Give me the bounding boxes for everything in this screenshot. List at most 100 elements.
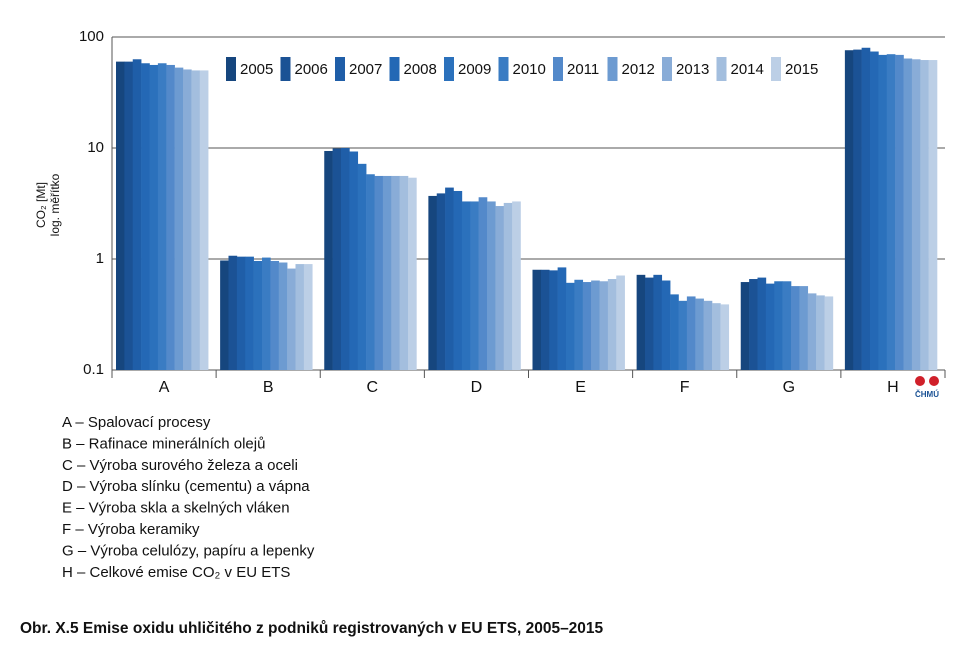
legend-label: 2014	[731, 61, 764, 78]
y-tick-label: 1	[96, 250, 104, 267]
bar	[141, 63, 150, 370]
legend-label: 2009	[458, 61, 491, 78]
bar	[695, 298, 704, 370]
bar	[374, 175, 384, 370]
bar	[253, 260, 263, 370]
y-tick-label: 100	[79, 28, 104, 45]
legend-label: 2006	[295, 61, 328, 78]
legend-swatch	[280, 57, 291, 81]
bar	[199, 70, 209, 370]
bar	[366, 174, 375, 370]
x-tick-label: B	[263, 379, 274, 396]
legend-swatch	[226, 57, 236, 81]
bar	[157, 63, 167, 370]
legend-background	[220, 53, 828, 85]
logo-icon	[915, 376, 925, 386]
bar	[740, 282, 750, 370]
bar	[228, 255, 238, 370]
legend-label: 2005	[240, 61, 273, 78]
legend-label: 2015	[785, 61, 818, 78]
category-description: A – Spalovací procesy	[62, 414, 211, 431]
bar	[653, 274, 663, 370]
legend-label: 2010	[513, 61, 546, 78]
category-description: C – Výroba surového železa a oceli	[62, 457, 298, 474]
bar	[124, 61, 134, 370]
legend-label: 2012	[622, 61, 655, 78]
logo-icon	[929, 376, 939, 386]
bar	[287, 268, 296, 370]
bar	[791, 286, 800, 370]
bar	[341, 148, 350, 370]
bar	[720, 304, 730, 370]
legend-swatch	[444, 57, 454, 81]
legend-swatch	[498, 57, 509, 81]
legend-label: 2008	[404, 61, 437, 78]
legend-label: 2013	[676, 61, 709, 78]
x-tick-label: D	[471, 379, 483, 396]
legend-swatch	[771, 57, 781, 81]
legend-swatch	[335, 57, 345, 81]
legend-swatch	[716, 57, 727, 81]
category-description: G – Výroba celulózy, papíru a lepenky	[62, 542, 315, 559]
bar	[774, 281, 783, 370]
bar	[303, 264, 313, 370]
bar	[349, 151, 359, 370]
bar	[853, 49, 862, 371]
y-axis-label: log. měřítko	[48, 173, 62, 236]
bar	[512, 201, 521, 370]
bar	[566, 282, 575, 370]
category-description: H – Celkové emise CO₂ v EU ETS	[62, 564, 290, 581]
bar	[749, 279, 758, 370]
bar	[382, 175, 392, 370]
bar	[236, 256, 246, 370]
x-tick-label: A	[159, 379, 170, 396]
bar	[532, 269, 542, 370]
bar	[816, 295, 825, 370]
bar	[886, 54, 896, 370]
bar	[557, 267, 567, 370]
bar	[262, 257, 271, 370]
bar	[895, 54, 904, 370]
bar	[461, 201, 471, 370]
x-tick-label: C	[367, 379, 379, 396]
bar	[636, 274, 646, 370]
bar	[661, 280, 671, 370]
bar	[428, 195, 438, 370]
y-tick-label: 0.1	[83, 361, 104, 378]
legend-swatch	[389, 57, 400, 81]
category-description: E – Výroba skla a skelných vláken	[62, 500, 290, 517]
bar	[903, 58, 913, 370]
bar	[357, 163, 367, 370]
bar	[782, 281, 792, 370]
bar	[183, 69, 192, 370]
bar	[174, 67, 184, 370]
legend-swatch	[607, 57, 618, 81]
category-description: D – Výroba slínku (cementu) a vápna	[62, 478, 310, 495]
bar	[574, 279, 584, 370]
bar	[540, 269, 550, 370]
bar	[582, 282, 592, 370]
bar	[712, 303, 721, 370]
bar	[478, 197, 488, 370]
bar	[453, 190, 463, 370]
bar	[878, 54, 888, 370]
bar	[503, 202, 513, 370]
bar	[703, 300, 713, 370]
bar	[549, 270, 558, 370]
x-tick-label: F	[680, 379, 690, 396]
y-axis-label: CO₂ [Mt]	[34, 182, 48, 228]
legend-label: 2007	[349, 61, 382, 78]
bar	[686, 296, 696, 370]
bar	[132, 59, 142, 371]
bar	[149, 64, 159, 371]
bar	[220, 260, 229, 370]
bar	[408, 177, 417, 370]
bar	[616, 275, 625, 370]
bar	[436, 193, 446, 370]
x-tick-label: H	[887, 379, 899, 396]
bar	[445, 187, 454, 370]
bar	[824, 296, 834, 370]
bar	[678, 300, 688, 370]
bar	[645, 277, 654, 370]
